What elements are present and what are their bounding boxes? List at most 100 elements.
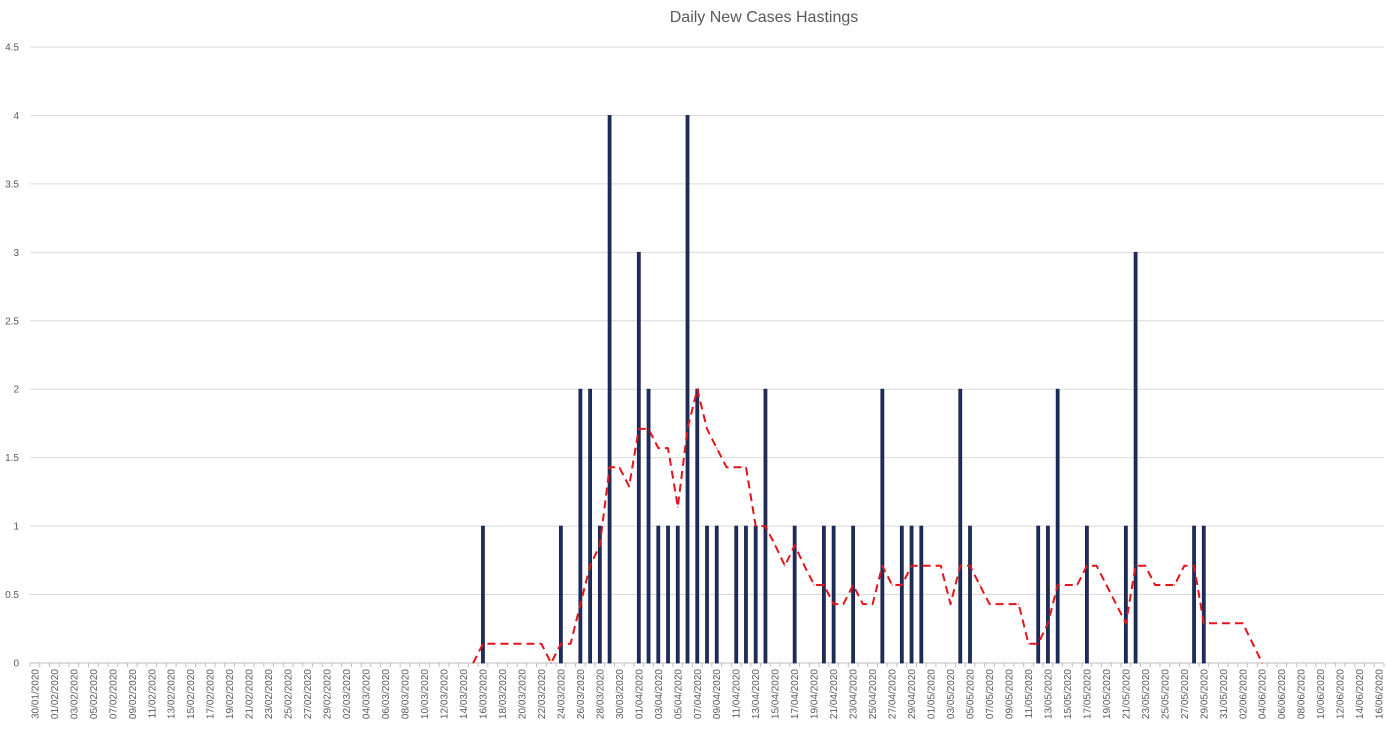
x-tick-label: 25/05/2020 (1160, 669, 1171, 719)
x-tick-label: 01/02/2020 (50, 669, 61, 719)
x-tick-label: 24/03/2020 (556, 669, 567, 719)
x-tick-label: 27/05/2020 (1180, 669, 1191, 719)
line-point (833, 603, 835, 605)
x-tick-label: 28/03/2020 (595, 669, 606, 719)
line-point (716, 447, 718, 449)
bar (1123, 525, 1128, 664)
line-point (774, 544, 776, 546)
line-point (764, 525, 767, 527)
y-tick-label: 3.5 (5, 179, 19, 190)
bar (734, 525, 739, 664)
x-tick-label: 02/06/2020 (1238, 669, 1249, 719)
x-tick-label: 10/03/2020 (420, 669, 431, 719)
x-tick-label: 25/04/2020 (868, 669, 879, 719)
x-tick-label: 05/05/2020 (966, 669, 977, 719)
bar (899, 525, 904, 664)
x-tick-label: 11/05/2020 (1024, 669, 1035, 719)
x-tick-label: 17/05/2020 (1082, 669, 1093, 719)
x-tick-label: 02/03/2020 (342, 669, 353, 719)
line-point (755, 525, 757, 527)
x-tick-label: 21/02/2020 (245, 669, 256, 719)
line-point (706, 428, 708, 430)
line-point (579, 603, 581, 605)
x-tick-label: 18/03/2020 (498, 669, 509, 719)
bar (666, 525, 670, 664)
bar (646, 388, 651, 664)
x-tick-label: 15/04/2020 (771, 669, 782, 719)
x-tick-label: 09/05/2020 (1004, 669, 1015, 719)
x-tick-label: 22/03/2020 (537, 669, 548, 719)
line-point (472, 662, 474, 664)
bar (968, 525, 972, 664)
line-point (988, 603, 991, 605)
line-point (794, 544, 796, 546)
x-tick-label: 03/02/2020 (69, 669, 80, 719)
line-point (891, 584, 893, 586)
line-point (1105, 584, 1107, 586)
line-point (589, 565, 591, 567)
x-tick-label: 30/01/2020 (30, 669, 41, 719)
bar (744, 525, 748, 664)
x-tick-label: 17/02/2020 (206, 669, 217, 719)
line-point (852, 584, 854, 586)
x-tick-label: 19/02/2020 (225, 669, 236, 719)
bar (607, 115, 612, 664)
x-tick-label: 26/03/2020 (576, 669, 587, 719)
x-tick-label: 09/02/2020 (128, 669, 139, 719)
x-tick-label: 14/06/2020 (1355, 669, 1366, 719)
bar (831, 525, 836, 664)
x-tick-label: 19/05/2020 (1102, 669, 1113, 719)
line-point (550, 662, 552, 664)
line-point (871, 603, 874, 605)
bar (753, 525, 758, 664)
line-point (803, 565, 806, 567)
x-tick-label: 07/02/2020 (108, 669, 119, 719)
x-tick-label: 07/05/2020 (985, 669, 996, 719)
line-point (1096, 565, 1098, 567)
bar (705, 525, 709, 664)
line-point (910, 565, 913, 567)
bar (1201, 525, 1206, 664)
y-tick-label: 4.5 (5, 43, 19, 54)
y-tick-label: 2.5 (5, 316, 19, 327)
line-point (940, 565, 942, 567)
line-point (862, 603, 864, 605)
line-point (667, 447, 669, 449)
line-point (608, 466, 611, 468)
bar (919, 525, 924, 664)
line-point (599, 544, 601, 546)
line-point (1076, 584, 1078, 586)
line-point (1183, 565, 1185, 567)
bar (636, 251, 641, 664)
line-point (696, 388, 698, 390)
line-point (959, 565, 961, 567)
line-point (949, 603, 952, 605)
x-tick-label: 30/03/2020 (615, 669, 626, 719)
x-tick-label: 13/02/2020 (167, 669, 178, 719)
x-tick-label: 21/05/2020 (1121, 669, 1132, 719)
bar (675, 525, 680, 664)
line-point (1037, 643, 1039, 645)
x-tick-label: 03/05/2020 (946, 669, 957, 719)
x-tick-label: 16/06/2020 (1375, 669, 1386, 719)
bar (821, 525, 826, 664)
x-tick-label: 20/03/2020 (517, 669, 528, 719)
bar (481, 525, 485, 664)
line-point (979, 584, 981, 586)
x-tick-label: 08/03/2020 (401, 669, 412, 719)
line-point (618, 466, 620, 468)
y-tick-label: 4 (13, 111, 19, 122)
bar (958, 388, 963, 664)
x-tick-label: 04/03/2020 (362, 669, 373, 719)
x-tick-label: 04/06/2020 (1258, 669, 1269, 719)
line-point (1242, 622, 1244, 624)
x-tick-label: 27/04/2020 (888, 669, 899, 719)
x-tick-label: 01/05/2020 (927, 669, 938, 719)
x-tick-label: 13/04/2020 (751, 669, 762, 719)
x-tick-label: 17/04/2020 (790, 669, 801, 719)
line-point (1261, 662, 1263, 664)
line-point (969, 565, 971, 567)
bar (588, 388, 593, 664)
line-point (1057, 584, 1059, 586)
